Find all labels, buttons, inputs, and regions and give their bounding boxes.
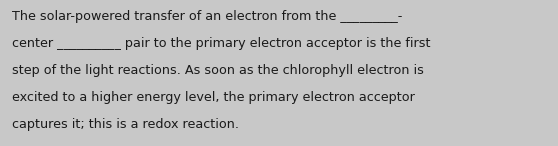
Text: The solar-powered transfer of an electron from the _________-: The solar-powered transfer of an electro… [12,10,403,23]
Text: center __________ pair to the primary electron acceptor is the first: center __________ pair to the primary el… [12,37,431,50]
Text: excited to a higher energy level, the primary electron acceptor: excited to a higher energy level, the pr… [12,91,415,104]
Text: captures it; this is a redox reaction.: captures it; this is a redox reaction. [12,118,239,131]
Text: step of the light reactions. As soon as the chlorophyll electron is: step of the light reactions. As soon as … [12,64,424,77]
